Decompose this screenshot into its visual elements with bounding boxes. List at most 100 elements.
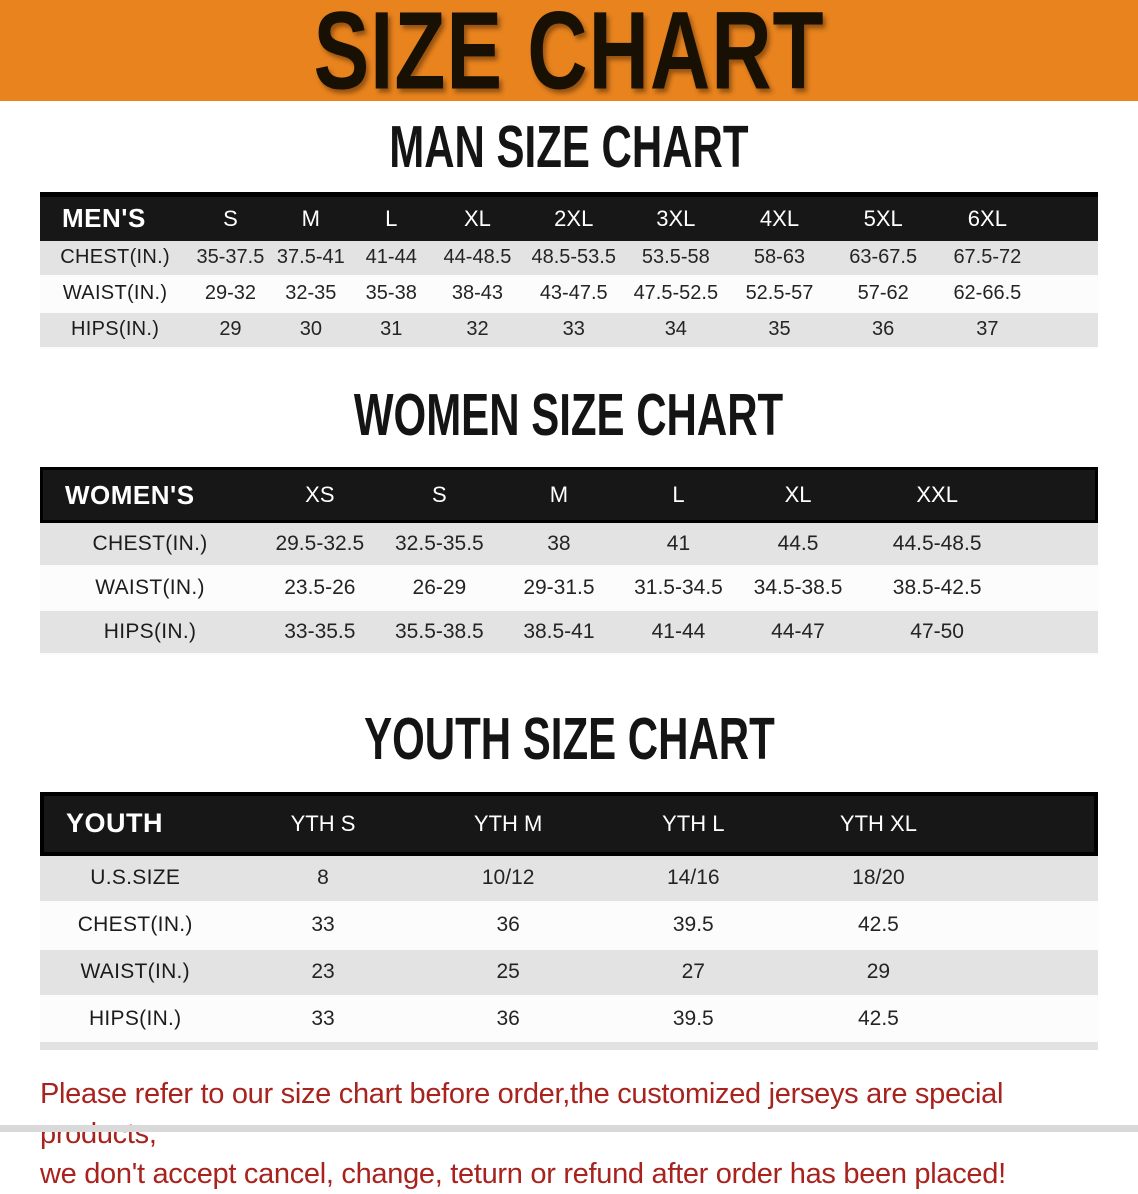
spacer-cell: [1016, 567, 1098, 611]
size-value-cell: 38.5-41: [499, 611, 619, 655]
size-column-header: 3XL: [623, 191, 728, 241]
section-heading: WOMEN SIZE CHART: [0, 384, 1138, 445]
row-label: CHEST(IN.): [40, 523, 261, 567]
size-column-header: YTH M: [415, 791, 601, 856]
size-column-header: S: [379, 467, 500, 523]
section-heading: YOUTH SIZE CHART: [0, 708, 1138, 769]
size-value-cell: 39.5: [600, 997, 786, 1050]
size-value-cell: 37.5-41: [270, 241, 352, 277]
measurement-row: U.S.SIZE 8 10/12 14/16 18/20: [40, 855, 1098, 903]
size-value-cell: 41: [618, 523, 739, 567]
size-value-cell: 29: [785, 950, 971, 997]
size-column-header: XXL: [857, 467, 1017, 523]
group-label: WOMEN'S: [40, 467, 261, 523]
size-header-row: WOMEN'S XS S M L XL XXL: [40, 467, 1098, 523]
size-value-cell: 36: [415, 997, 601, 1050]
size-column-header: 2XL: [523, 191, 624, 241]
size-column-header: YTH XL: [785, 791, 971, 856]
size-value-cell: 14/16: [600, 856, 786, 903]
spacer-cell: [1039, 313, 1098, 349]
spacer-cell: [971, 997, 1098, 1050]
size-value-cell: 53.5-58: [623, 241, 728, 277]
size-value-cell: 29: [190, 313, 271, 349]
measurement-row: WAIST(IN.) 29-32 32-35 35-38 38-43 43-47.5 47.…: [40, 276, 1098, 313]
size-column-header: YTH S: [230, 791, 416, 856]
section-heading-text: MAN SIZE CHART: [389, 113, 749, 180]
size-value-cell: 33: [230, 997, 416, 1050]
size-table-wrap: YOUTH YTH S YTH M YTH L YTH XL U.S.SIZE 8 10/12…: [40, 791, 1098, 1050]
section-heading-text: YOUTH SIZE CHART: [363, 705, 775, 772]
size-value-cell: 47-50: [857, 611, 1017, 655]
size-table-wrap: WOMEN'S XS S M L XL XXL CHEST(IN.) 29.5-32.5 32.5…: [40, 467, 1098, 655]
group-label: YOUTH: [40, 791, 231, 856]
size-value-cell: 34.5-38.5: [738, 567, 858, 611]
size-table: YOUTH YTH S YTH M YTH L YTH XL U.S.SIZE 8 10/12…: [40, 791, 1098, 1050]
size-value-cell: 42.5: [785, 903, 971, 950]
size-value-cell: 23.5-26: [260, 567, 380, 611]
size-value-cell: 33: [230, 903, 416, 950]
size-value-cell: 33-35.5: [260, 611, 380, 655]
size-value-cell: 41-44: [351, 241, 432, 277]
size-value-cell: 10/12: [415, 856, 601, 903]
section-womens: WOMEN SIZE CHART WOMEN'S XS S M L XL XXL CHEST(I…: [0, 384, 1138, 655]
spacer-cell: [971, 791, 1098, 856]
spacer-cell: [971, 856, 1098, 903]
spacer-cell: [1039, 191, 1098, 241]
size-value-cell: 31.5-34.5: [618, 567, 739, 611]
size-column-header: M: [499, 467, 619, 523]
size-value-cell: 63-67.5: [831, 241, 935, 277]
size-value-cell: 32.5-35.5: [379, 523, 500, 567]
measurement-row: HIPS(IN.) 33-35.5 35.5-38.5 38.5-41 41-44 44-…: [40, 611, 1098, 655]
size-value-cell: 29.5-32.5: [260, 523, 380, 567]
row-label: HIPS(IN.): [40, 313, 191, 349]
size-value-cell: 27: [600, 950, 786, 997]
measurement-row: WAIST(IN.) 23.5-26 26-29 29-31.5 31.5-34.5 34…: [40, 567, 1098, 611]
size-value-cell: 35-38: [351, 277, 432, 313]
measurement-row: CHEST(IN.) 29.5-32.5 32.5-35.5 38 41 44.5 44.5…: [40, 523, 1098, 567]
size-value-cell: 35-37.5: [190, 241, 271, 277]
measurement-row: HIPS(IN.) 29 30 31 32 33 34 35 36 37: [40, 312, 1098, 349]
measurement-row: HIPS(IN.) 33 36 39.5 42.5: [40, 996, 1098, 1050]
section-mens: MAN SIZE CHART MEN'S S M L XL 2XL 3XL 4XL 5XL 6XL C…: [0, 116, 1138, 349]
size-table: MEN'S S M L XL 2XL 3XL 4XL 5XL 6XL CHEST(IN.) 35-37…: [40, 191, 1098, 349]
size-value-cell: 23: [230, 950, 416, 997]
size-value-cell: 31: [351, 313, 432, 349]
size-chart-banner: SIZE CHART: [0, 0, 1138, 105]
spacer-cell: [971, 903, 1098, 950]
size-table: WOMEN'S XS S M L XL XXL CHEST(IN.) 29.5-32.5 32.5…: [40, 467, 1098, 655]
size-value-cell: 32-35: [270, 277, 352, 313]
measurement-row: WAIST(IN.) 23 25 27 29: [40, 949, 1098, 997]
spacer-cell: [1016, 523, 1098, 567]
size-value-cell: 30: [270, 313, 352, 349]
size-value-cell: 38.5-42.5: [857, 567, 1017, 611]
size-column-header: M: [270, 191, 352, 241]
bottom-border-strip: [0, 1125, 1138, 1132]
size-chart-sections: MAN SIZE CHART MEN'S S M L XL 2XL 3XL 4XL 5XL 6XL C…: [0, 116, 1138, 1050]
size-value-cell: 8: [230, 856, 416, 903]
spacer-cell: [971, 950, 1098, 997]
disclaimer-line-2: we don't accept cancel, change, teturn o…: [40, 1157, 1006, 1190]
size-value-cell: 38: [499, 523, 619, 567]
size-value-cell: 36: [415, 903, 601, 950]
size-value-cell: 67.5-72: [935, 241, 1040, 277]
size-value-cell: 25: [415, 950, 601, 997]
size-column-header: S: [190, 191, 271, 241]
size-value-cell: 44.5-48.5: [857, 523, 1017, 567]
size-column-header: XL: [431, 191, 524, 241]
measurement-row: CHEST(IN.) 33 36 39.5 42.5: [40, 902, 1098, 950]
section-youth: YOUTH SIZE CHART YOUTH YTH S YTH M YTH L YTH …: [0, 708, 1138, 1050]
section-heading: MAN SIZE CHART: [0, 116, 1138, 177]
size-value-cell: 36: [831, 313, 935, 349]
order-disclaimer: Please refer to our size chart before or…: [40, 1074, 1100, 1194]
size-value-cell: 48.5-53.5: [523, 241, 624, 277]
size-value-cell: 35: [727, 313, 832, 349]
size-column-header: L: [618, 467, 739, 523]
size-column-header: YTH L: [600, 791, 786, 856]
size-value-cell: 35.5-38.5: [379, 611, 500, 655]
size-value-cell: 57-62: [831, 277, 935, 313]
size-value-cell: 44.5: [738, 523, 858, 567]
size-value-cell: 38-43: [431, 277, 524, 313]
size-value-cell: 42.5: [785, 997, 971, 1050]
size-column-header: XL: [738, 467, 858, 523]
row-label: HIPS(IN.): [40, 611, 261, 655]
